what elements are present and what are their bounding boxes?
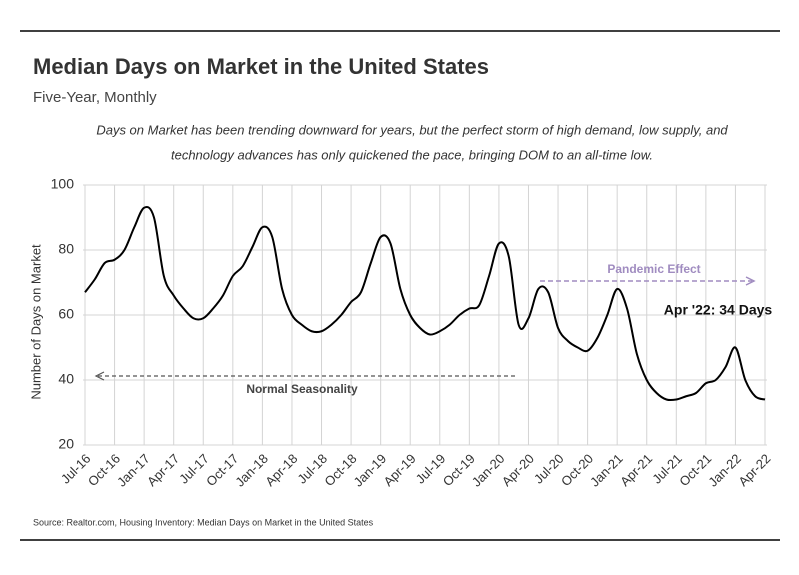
- y-axis-label: Number of Days on Market: [28, 244, 43, 400]
- x-tick-label: Apr-17: [144, 451, 182, 489]
- x-tick-label: Jan-18: [232, 451, 271, 490]
- source: Source: Realtor.com, Housing Inventory: …: [33, 517, 374, 527]
- x-tick-label: Jan-17: [114, 451, 153, 490]
- x-tick-label: Apr-22: [735, 451, 773, 489]
- x-tick-label: Jan-19: [350, 451, 389, 490]
- y-tick-label: 100: [51, 176, 75, 192]
- chart-subtitle: Five-Year, Monthly: [33, 89, 157, 106]
- annotation: Pandemic Effect: [607, 262, 700, 276]
- y-tick-label: 20: [58, 436, 74, 452]
- x-tick-label: Apr-21: [617, 451, 655, 489]
- arrow-head: [94, 371, 105, 381]
- x-tick-label: Apr-18: [262, 451, 300, 489]
- y-tick-label: 60: [58, 306, 74, 322]
- x-tick-label: Jan-21: [587, 451, 626, 490]
- y-tick-label: 40: [58, 371, 74, 387]
- arrow-head: [745, 276, 756, 286]
- y-tick-label: 80: [58, 241, 74, 257]
- plot: 20406080100Jul-16Oct-16Jan-17Apr-17Jul-1…: [51, 176, 774, 490]
- annotation: Apr '22: 34 Days: [664, 302, 773, 318]
- chart-title: Median Days on Market in the United Stat…: [33, 54, 489, 79]
- x-tick-label: Apr-19: [381, 451, 419, 489]
- annotation: Normal Seasonality: [246, 382, 358, 396]
- data-line: [84, 205, 766, 402]
- x-tick-label: Jan-22: [705, 451, 744, 490]
- x-tick-label: Apr-20: [499, 451, 537, 489]
- x-tick-label: Jan-20: [469, 451, 508, 490]
- description: Days on Market has been trending downwar…: [96, 122, 728, 137]
- description: technology advances has only quickened t…: [171, 147, 653, 162]
